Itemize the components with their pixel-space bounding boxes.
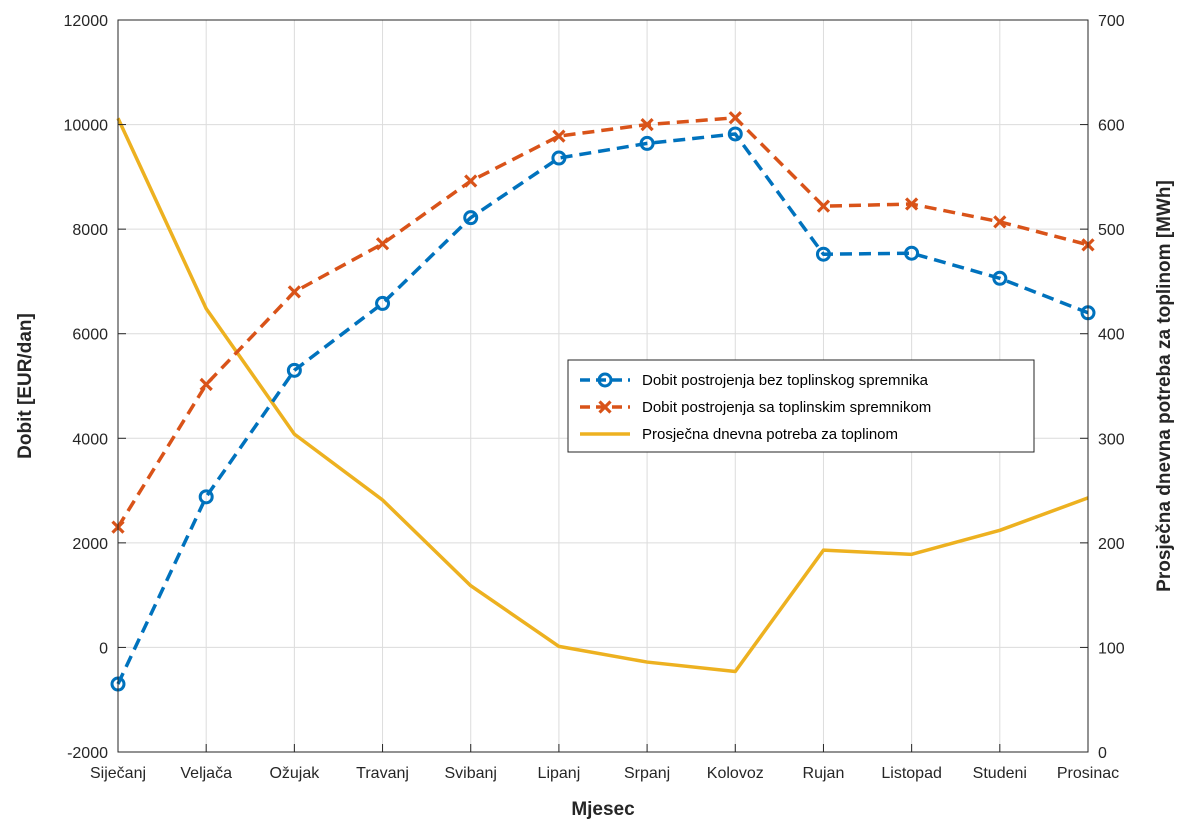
x-tick-label: Prosinac — [1057, 765, 1119, 782]
x-tick-label: Studeni — [973, 765, 1027, 782]
data-point-x — [375, 237, 390, 251]
data-point-x — [816, 199, 831, 213]
data-point-x — [728, 111, 742, 125]
data-point-circle — [198, 489, 214, 505]
data-point-circle — [904, 245, 920, 261]
y-left-tick-label: 6000 — [72, 327, 108, 344]
y-right-tick-label: 300 — [1098, 431, 1125, 448]
legend-label: Dobit postrojenja sa toplinskim spremnik… — [642, 399, 931, 416]
y-left-tick-label: 8000 — [72, 222, 108, 239]
data-point-x — [199, 377, 213, 392]
data-point-circle — [286, 362, 302, 378]
series-line — [116, 116, 1089, 529]
y-left-tick-label: 2000 — [72, 536, 108, 553]
series-1 — [110, 126, 1096, 692]
series-3 — [116, 117, 1089, 674]
series-line — [116, 117, 1089, 674]
data-point-x — [464, 174, 478, 188]
x-tick-label: Lipanj — [538, 765, 581, 782]
data-point-x — [598, 400, 612, 414]
data-point-x — [287, 285, 301, 299]
x-tick-label: Veljača — [180, 765, 232, 782]
data-point-circle — [597, 372, 613, 388]
y-axis-right-label: Prosječna dnevna potreba za toplinom [MW… — [1154, 180, 1175, 592]
data-point-circle — [639, 135, 655, 151]
data-point-x — [993, 215, 1007, 229]
x-tick-label: Travanj — [356, 765, 409, 782]
series-2 — [111, 111, 1095, 534]
data-point-circle — [727, 126, 743, 142]
legend: Dobit postrojenja bez toplinskog spremni… — [567, 359, 1035, 453]
y-left-tick-label: 12000 — [64, 13, 109, 30]
series-line — [116, 132, 1089, 685]
y-left-tick-label: 0 — [99, 640, 108, 657]
y-left-tick-label: -2000 — [67, 745, 108, 762]
y-left-tick-label: 10000 — [64, 118, 109, 135]
legend-entry: Dobit postrojenja bez toplinskog spremni… — [580, 372, 929, 389]
y-left-tick-label: 4000 — [72, 431, 108, 448]
x-tick-label: Svibanj — [444, 765, 496, 782]
x-axis-label: Mjesec — [571, 799, 635, 820]
y-axis-left-label: Dobit [EUR/dan] — [15, 313, 36, 459]
x-tick-label: Rujan — [803, 765, 845, 782]
series-layer — [110, 111, 1096, 692]
data-point-x — [552, 129, 566, 143]
data-point-circle — [815, 246, 831, 262]
legend-entry: Dobit postrojenja sa toplinskim spremnik… — [580, 399, 931, 416]
y-right-tick-label: 0 — [1098, 745, 1107, 762]
data-point-circle — [375, 295, 391, 311]
y-right-tick-label: 700 — [1098, 13, 1125, 30]
y-right-tick-label: 500 — [1098, 222, 1125, 239]
data-point-circle — [463, 210, 479, 226]
plot-frame — [117, 19, 1089, 753]
y-right-tick-label: 400 — [1098, 327, 1125, 344]
data-point-circle — [992, 270, 1008, 286]
y-right-tick-label: 100 — [1098, 640, 1125, 657]
x-tick-label: Ožujak — [269, 765, 320, 782]
y-right-tick-label: 200 — [1098, 536, 1125, 553]
x-tick-label: Srpanj — [624, 765, 670, 782]
legend-label: Dobit postrojenja bez toplinskog spremni… — [642, 372, 929, 389]
legend-box — [567, 359, 1035, 453]
x-tick-label: Siječanj — [90, 765, 146, 782]
ticks-layer: Siječanj Veljača Ožujak Travanj Svibanj Lipan… — [64, 13, 1125, 782]
data-point-x — [905, 197, 919, 211]
data-point-circle — [551, 150, 567, 166]
x-tick-label: Listopad — [881, 765, 942, 782]
legend-label: Prosječna dnevna potreba za toplinom — [642, 426, 898, 443]
data-point-x — [640, 117, 654, 132]
legend-entry: Prosječna dnevna potreba za toplinom — [580, 426, 898, 443]
x-tick-label: Kolovoz — [707, 765, 764, 782]
y-right-tick-label: 600 — [1098, 118, 1125, 135]
